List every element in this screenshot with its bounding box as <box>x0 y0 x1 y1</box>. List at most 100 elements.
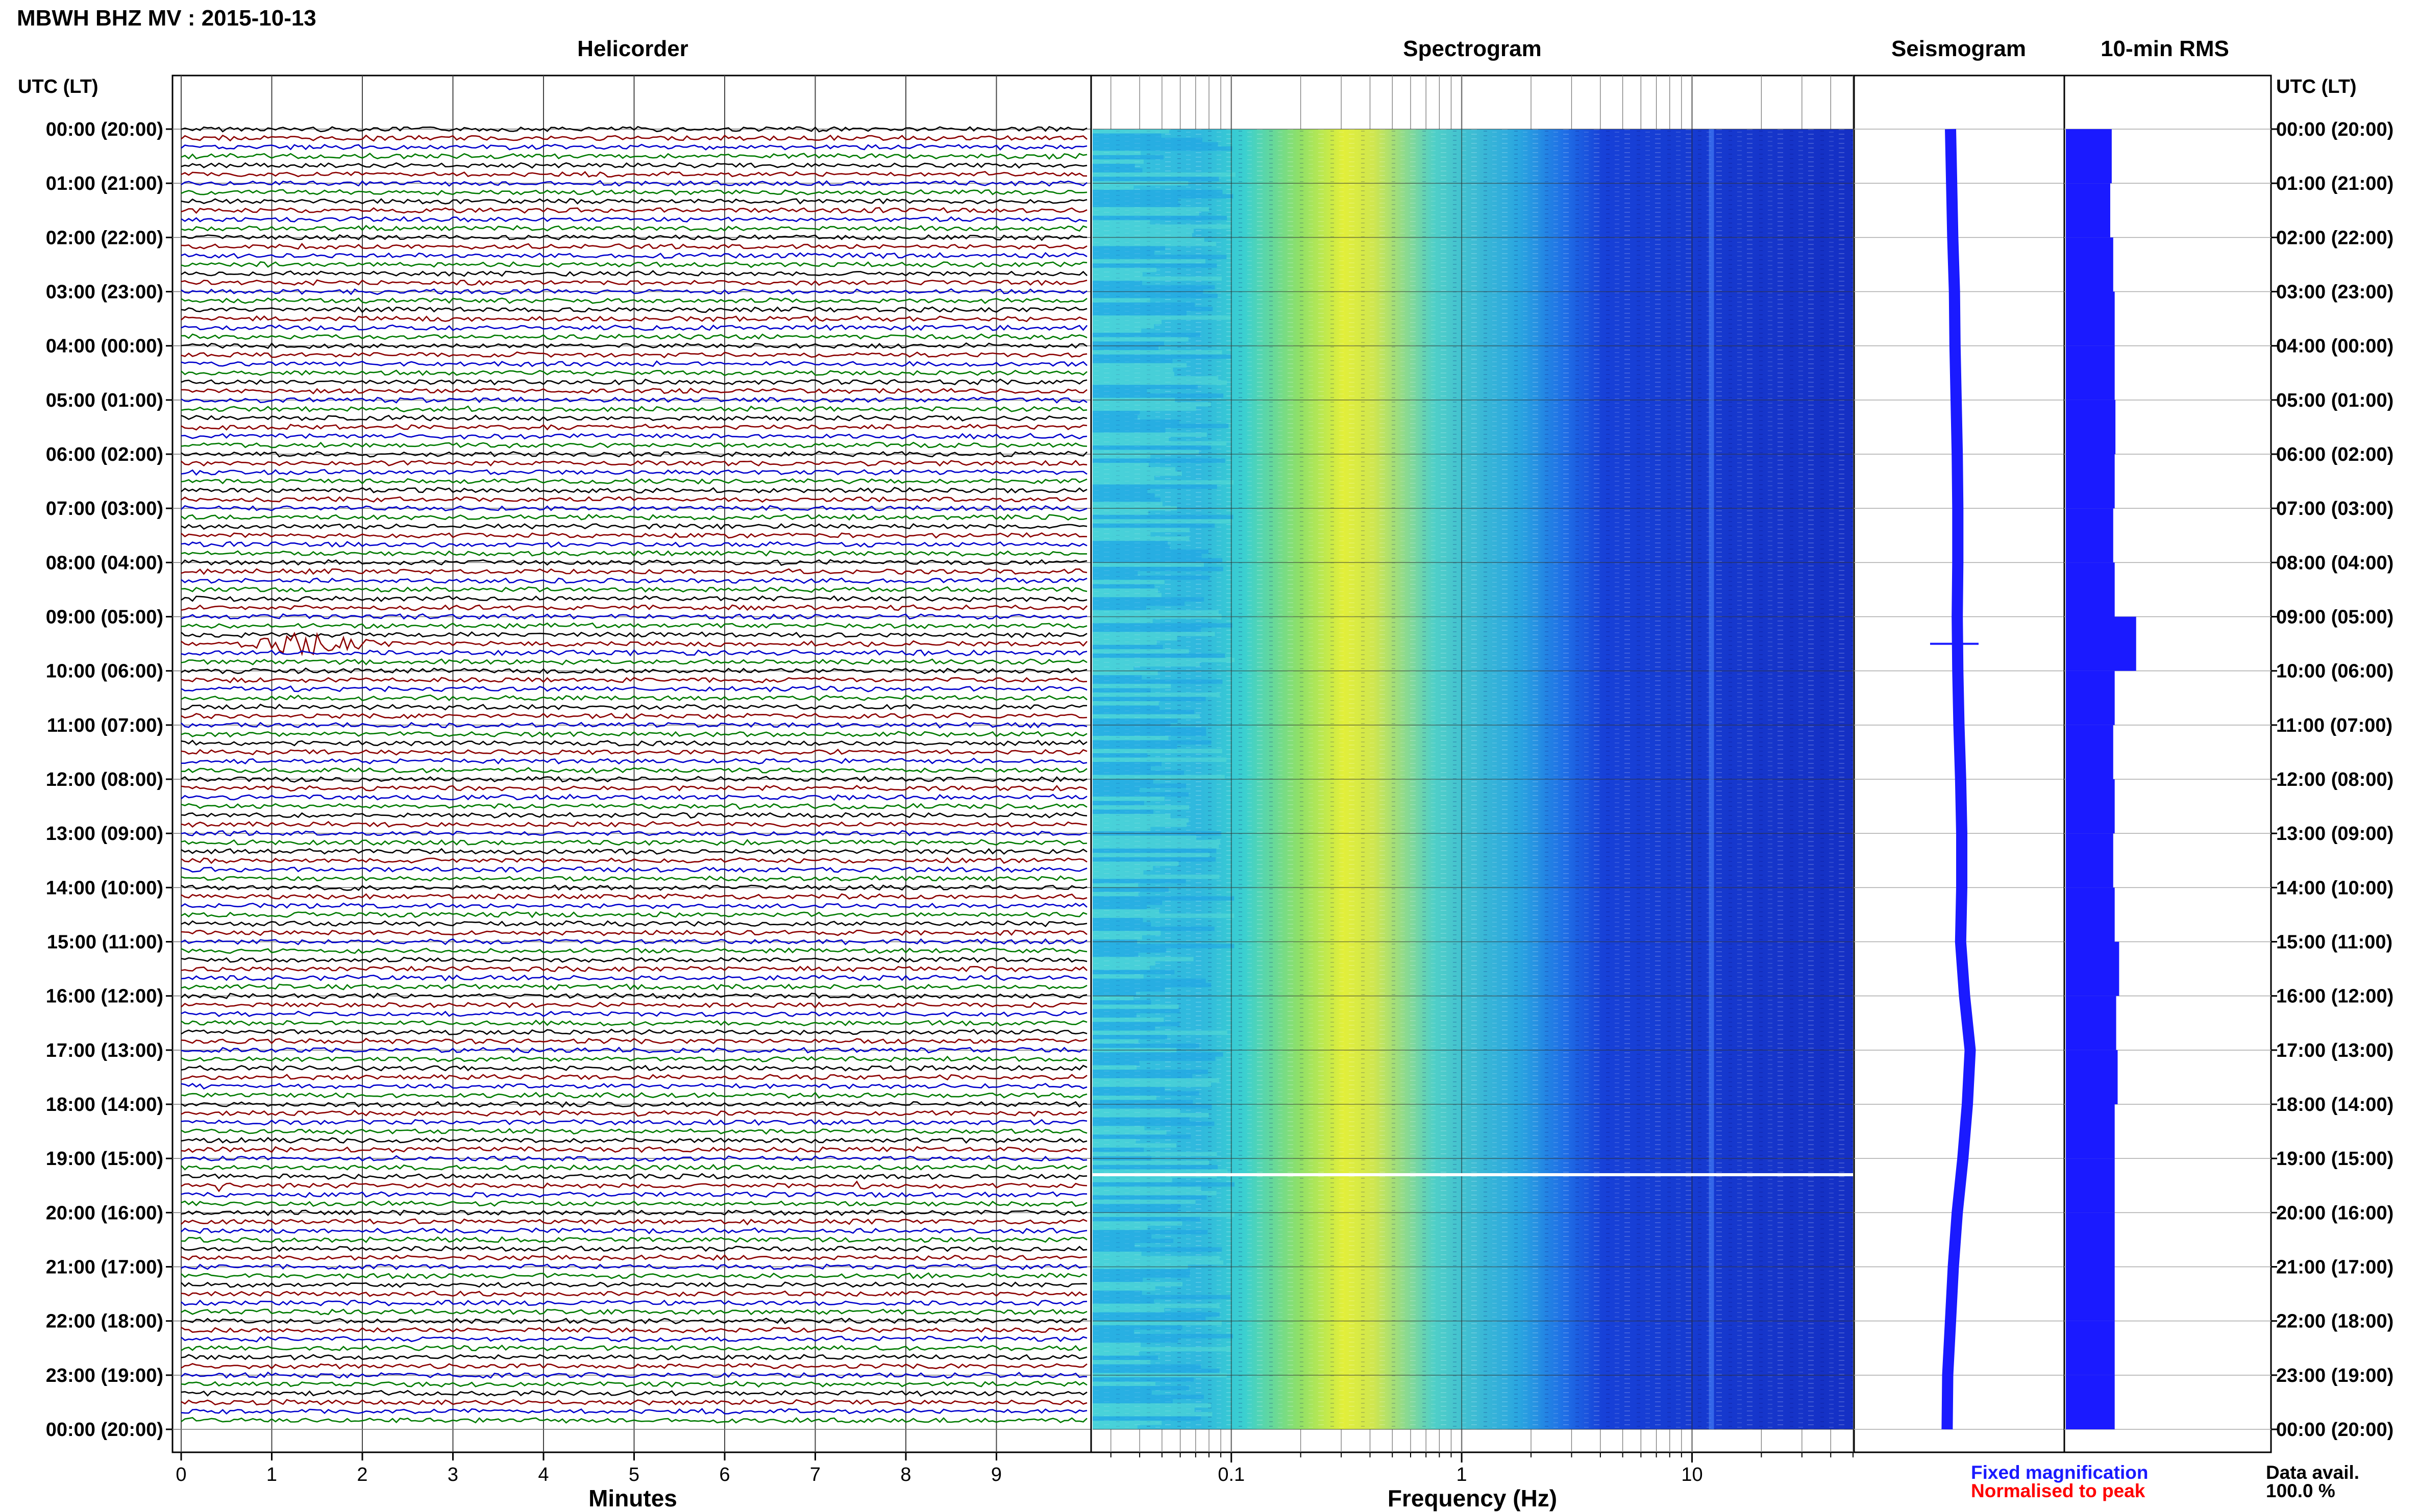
helicorder-trace <box>181 1180 1088 1193</box>
helicorder-trace <box>181 234 1088 241</box>
spectrogram-row-band <box>1093 718 1178 723</box>
spectrogram-row-band <box>1093 1238 1174 1243</box>
helicorder-trace <box>181 478 1088 485</box>
spectrogram-row-band <box>1093 931 1161 935</box>
spectrogram-row-band <box>1093 1338 1178 1343</box>
spectrogram-row-band <box>1093 341 1164 346</box>
spectrogram-row-band <box>1093 1164 1218 1170</box>
helicorder-trace <box>181 649 1088 657</box>
spectrogram-row-band <box>1093 1260 1224 1265</box>
spectrogram-row-band <box>1093 1126 1145 1130</box>
helicorder-title: Helicorder <box>577 36 688 61</box>
spectrogram-row-band <box>1093 1295 1231 1300</box>
spectrogram-row-band <box>1093 618 1153 624</box>
spectrogram-row-band <box>1093 1312 1220 1317</box>
spectrogram-row-band <box>1093 736 1169 740</box>
normalised-to-peak-label: Normalised to peak <box>1971 1480 2145 1501</box>
helicorder-trace <box>181 1390 1088 1397</box>
spectrogram-row-band <box>1093 926 1215 931</box>
spectrogram-row-band <box>1093 1269 1191 1274</box>
spectrogram-row-band <box>1093 861 1179 866</box>
spectrogram-row-band <box>1093 766 1151 771</box>
spectrogram-row-band <box>1093 467 1176 472</box>
spectrogram-row-band <box>1093 1182 1235 1187</box>
spectrogram-row-band <box>1093 562 1204 567</box>
data-avail-label: Data avail. <box>2266 1462 2359 1483</box>
spectrogram-row-band <box>1093 333 1200 337</box>
spectrogram-row-band <box>1093 1026 1155 1031</box>
helicorder-frame <box>171 75 1092 1453</box>
helicorder-trace <box>181 441 1088 449</box>
spectrogram-row-band <box>1093 1147 1144 1152</box>
spectrogram-row-band <box>1093 1074 1193 1079</box>
row-label-right: 17:00 (13:00) <box>2276 1040 2393 1061</box>
spectrogram-row-band <box>1093 250 1154 255</box>
spectrogram-row-band <box>1093 415 1138 420</box>
row-label-right: 11:00 (07:00) <box>2276 715 2392 736</box>
rms-bar <box>2066 454 2115 509</box>
rms-bar <box>2066 1158 2115 1213</box>
helicorder-trace <box>181 613 1088 620</box>
spectrogram-row-band <box>1093 1317 1206 1321</box>
spectrogram-row-band <box>1093 965 1150 970</box>
row-label-left: 18:00 (14:00) <box>46 1094 163 1116</box>
spectrogram-row-band <box>1093 697 1206 702</box>
helicorder-trace <box>181 749 1088 756</box>
spectrogram-row-band <box>1093 913 1235 918</box>
spectrogram-row-band <box>1093 580 1165 584</box>
spectrogram-row-band <box>1093 1186 1201 1191</box>
spectrogram-row-band <box>1093 545 1170 550</box>
rms-bars <box>2066 129 2136 1429</box>
helicorder-trace <box>181 722 1088 729</box>
spectrogram-row-band <box>1093 229 1194 233</box>
helicorder-trace <box>181 424 1088 431</box>
spectrogram-x-tick-label: 10 <box>1681 1464 1702 1485</box>
spectrogram-row-band <box>1093 1277 1143 1282</box>
spectrogram-row-band <box>1093 1347 1232 1352</box>
spectrogram-row-band <box>1093 679 1223 684</box>
spectrogram-row-band <box>1093 623 1232 628</box>
row-label-left: 20:00 (16:00) <box>46 1202 163 1224</box>
helicorder-trace <box>181 695 1088 702</box>
spectrogram-row-band <box>1093 1009 1180 1013</box>
helicorder-trace <box>181 766 1088 774</box>
spectrogram-row-bands <box>1093 129 1236 1429</box>
spectrogram-row-band <box>1093 319 1162 325</box>
spectrogram-panel: 0.1 1 10 <box>1090 75 1855 1485</box>
spectrogram-row-band <box>1093 1217 1200 1222</box>
helicorder-x-tick-label: 8 <box>900 1464 911 1485</box>
spectrogram-row-band <box>1093 1308 1165 1312</box>
spectrogram-row-band <box>1093 497 1161 502</box>
spectrogram-row-band <box>1093 1022 1180 1027</box>
helicorder-trace <box>181 1353 1088 1361</box>
spectrogram-row-band <box>1093 653 1225 658</box>
spectrogram-row-band <box>1093 1117 1190 1122</box>
row-label-right: 19:00 (15:00) <box>2276 1148 2393 1170</box>
helicorder-trace <box>181 433 1088 440</box>
row-label-left: 07:00 (03:00) <box>46 498 163 519</box>
spectrogram-row-band <box>1093 952 1139 957</box>
helicorder-trace <box>181 460 1088 467</box>
spectrogram-row-band <box>1093 978 1206 983</box>
helicorder-trace <box>181 550 1087 557</box>
helicorder-trace <box>181 577 1088 584</box>
spectrogram-row-band <box>1093 857 1216 862</box>
helicorder-trace <box>181 387 1088 394</box>
spectrogram-row-band <box>1093 324 1154 329</box>
spectrogram-row-band <box>1093 787 1140 792</box>
spectrogram-row-band <box>1093 606 1146 610</box>
helicorder-trace <box>181 541 1088 548</box>
spectrogram-row-band <box>1093 471 1182 476</box>
spectrogram-row-band <box>1093 1386 1189 1391</box>
spectrogram-row-band <box>1093 1230 1208 1234</box>
spectrogram-row-band <box>1093 237 1204 242</box>
helicorder-trace <box>181 279 1088 286</box>
spectrogram-row-band <box>1093 1243 1135 1248</box>
helicorder-trace <box>181 1227 1088 1234</box>
helicorder-trace <box>181 604 1088 611</box>
rms-bar <box>2066 237 2113 292</box>
helicorder-trace <box>181 1218 1088 1226</box>
helicorder-trace <box>181 143 1088 151</box>
helicorder-trace <box>181 1064 1088 1072</box>
helicorder-trace <box>181 369 1088 377</box>
